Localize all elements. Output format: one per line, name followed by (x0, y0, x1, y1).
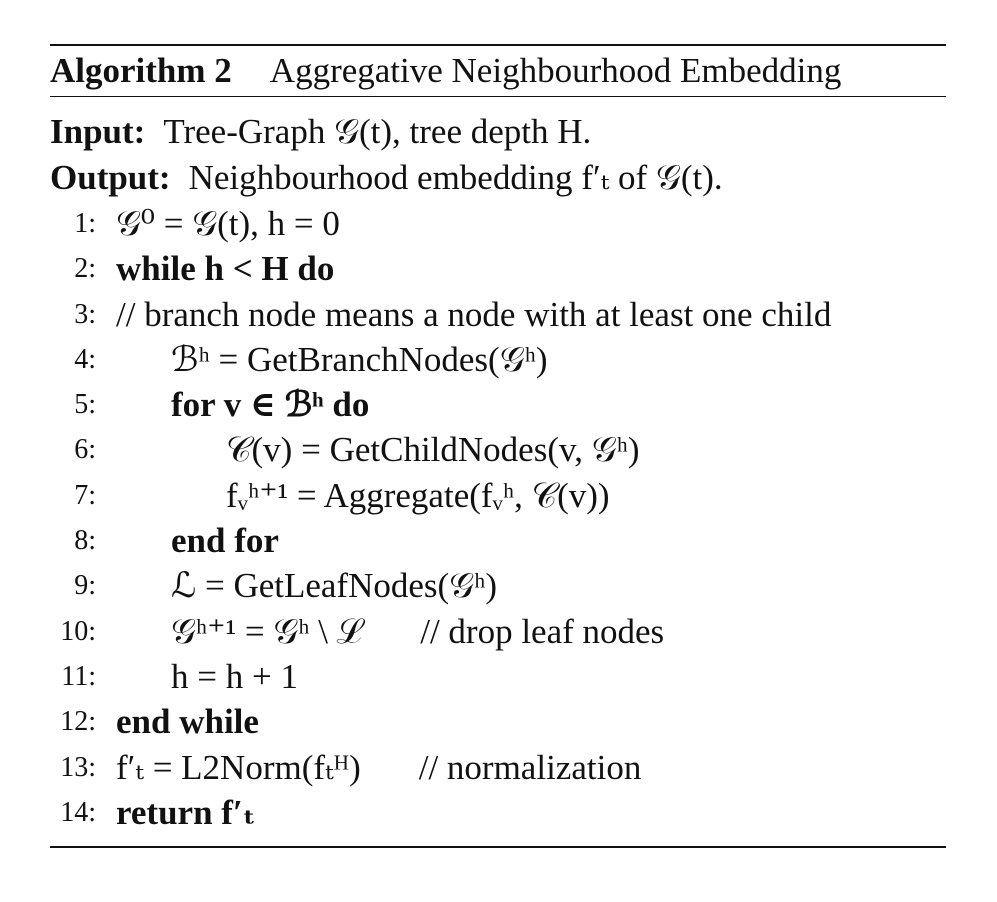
algorithm-line: 9: ℒ = GetLeafNodes(𝒢ʰ) (50, 563, 946, 608)
algorithm-line: 12: end while (50, 699, 946, 744)
header-rule (50, 96, 946, 97)
input-line: Input: Tree-Graph 𝒢(t), tree depth H. (50, 109, 946, 155)
bottom-rule (50, 846, 946, 848)
line-number: 1: (74, 208, 96, 239)
line-number: 13: (60, 751, 96, 783)
line-text: h = h + 1 (171, 656, 298, 696)
line-number: 10: (60, 615, 96, 647)
line-text: return f′ₜ (116, 792, 256, 832)
line-text: ℒ = GetLeafNodes(𝒢ʰ) (171, 566, 497, 606)
line-number: 14: (60, 796, 96, 828)
line-text: end while (116, 702, 259, 742)
output-text: Neighbourhood embedding f′ₜ of 𝒢(t). (188, 158, 723, 197)
algorithm-header: Algorithm 2 Aggregative Neighbourhood Em… (50, 46, 946, 96)
algorithm-block: Algorithm 2 Aggregative Neighbourhood Em… (50, 44, 946, 835)
line-number: 2: (74, 253, 96, 285)
algorithm-line: 14: return f′ₜ (50, 790, 946, 835)
algorithm-title: Aggregative Neighbourhood Embedding (269, 51, 842, 90)
output-keyword: Output: (50, 158, 171, 197)
line-number: 7: (74, 479, 96, 511)
algorithm-line: 5: for v ∈ ℬʰ do (50, 382, 946, 427)
algorithm-line: 11: h = h + 1 (50, 654, 946, 699)
algorithm-line: 7: fᵥʰ⁺¹ = Aggregate(fᵥʰ, 𝒞(v)) (50, 473, 946, 518)
line-text: end for (171, 521, 279, 561)
line-comment: // drop leaf nodes (420, 611, 665, 651)
algorithm-line: 3: // branch node means a node with at l… (50, 292, 946, 337)
line-number: 6: (74, 434, 96, 466)
line-comment: // normalization (418, 747, 642, 787)
line-text: for v ∈ ℬʰ do (171, 385, 370, 425)
line-number: 8: (74, 525, 96, 557)
line-expression: 𝒢ʰ⁺¹ = 𝒢ʰ \ ℒ (171, 611, 363, 651)
top-rule (50, 44, 946, 46)
algorithm-line: 2: while h < H do (50, 246, 946, 291)
line-text: ℬʰ = GetBranchNodes(𝒢ʰ) (171, 339, 548, 379)
line-text: 𝒞(v) = GetChildNodes(v, 𝒢ʰ) (226, 430, 640, 470)
line-number: 4: (74, 343, 96, 375)
line-text: 𝒢⁰ = 𝒢(t), h = 0 (116, 204, 340, 243)
algorithm-line: 6: 𝒞(v) = GetChildNodes(v, 𝒢ʰ) (50, 427, 946, 472)
algorithm-line: 4: ℬʰ = GetBranchNodes(𝒢ʰ) (50, 337, 946, 382)
algorithm-name: Algorithm 2 (50, 51, 232, 90)
line-text: f′ₜ = L2Norm(fₜᴴ) // normalization (116, 745, 641, 790)
line-number: 11: (61, 660, 96, 692)
line-number: 3: (74, 298, 96, 330)
algorithm-line: 1: 𝒢⁰ = 𝒢(t), h = 0 (50, 201, 946, 246)
line-number: 5: (74, 389, 96, 421)
algorithm-lines: 1: 𝒢⁰ = 𝒢(t), h = 0 2: while h < H do 3:… (50, 201, 946, 835)
line-expression: f′ₜ = L2Norm(fₜᴴ) (116, 747, 361, 787)
line-number: 12: (60, 706, 96, 738)
line-number: 9: (74, 570, 96, 602)
output-line: Output: Neighbourhood embedding f′ₜ of 𝒢(… (50, 155, 946, 201)
input-keyword: Input: (50, 112, 146, 151)
line-text: fᵥʰ⁺¹ = Aggregate(fᵥʰ, 𝒞(v)) (226, 475, 610, 515)
algorithm-line: 8: end for (50, 518, 946, 563)
line-comment: // branch node means a node with at leas… (116, 294, 832, 334)
line-text: 𝒢ʰ⁺¹ = 𝒢ʰ \ ℒ // drop leaf nodes (171, 609, 664, 654)
input-text: Tree-Graph 𝒢(t), tree depth H. (163, 112, 592, 151)
algorithm-line: 10: 𝒢ʰ⁺¹ = 𝒢ʰ \ ℒ // drop leaf nodes (50, 609, 946, 654)
line-text: while h < H do (116, 249, 335, 289)
algorithm-line: 13: f′ₜ = L2Norm(fₜᴴ) // normalization (50, 745, 946, 790)
